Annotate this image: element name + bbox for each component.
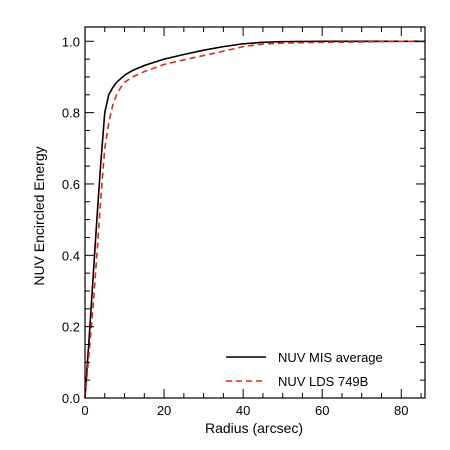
x-tick-label: 80 — [394, 403, 408, 418]
y-tick-label: 0.0 — [62, 391, 80, 406]
y-axis-title: NUV Encircled Energy — [31, 146, 47, 285]
legend-label-nuv-mis-average: NUV MIS average — [278, 350, 383, 365]
y-tick-label: 0.2 — [62, 320, 80, 335]
x-tick-label: 40 — [236, 403, 250, 418]
y-tick-label: 0.8 — [62, 106, 80, 121]
plot-frame — [84, 26, 426, 399]
legend: NUV MIS average NUV LDS 749B — [226, 350, 383, 389]
x-tick-label: 0 — [81, 403, 88, 418]
y-tick-label: 0.6 — [62, 177, 80, 192]
series-line-nuv-lds-749b — [84, 40, 425, 399]
series-layer — [84, 40, 425, 399]
y-tick-label: 1.0 — [62, 34, 80, 49]
x-axis-title: Radius (arcsec) — [205, 420, 303, 436]
x-tick-label: 20 — [157, 403, 171, 418]
x-tick-label: 60 — [315, 403, 329, 418]
y-tick-label: 0.4 — [62, 248, 80, 263]
legend-label-nuv-lds-749b: NUV LDS 749B — [278, 374, 368, 389]
series-line-nuv-mis-average — [84, 40, 425, 399]
tick-labels: 0 20 40 60 80 0.0 0.2 0.4 0.6 0.8 1.0 — [62, 34, 409, 418]
plot-border — [84, 26, 426, 399]
ticks-layer — [84, 27, 425, 399]
